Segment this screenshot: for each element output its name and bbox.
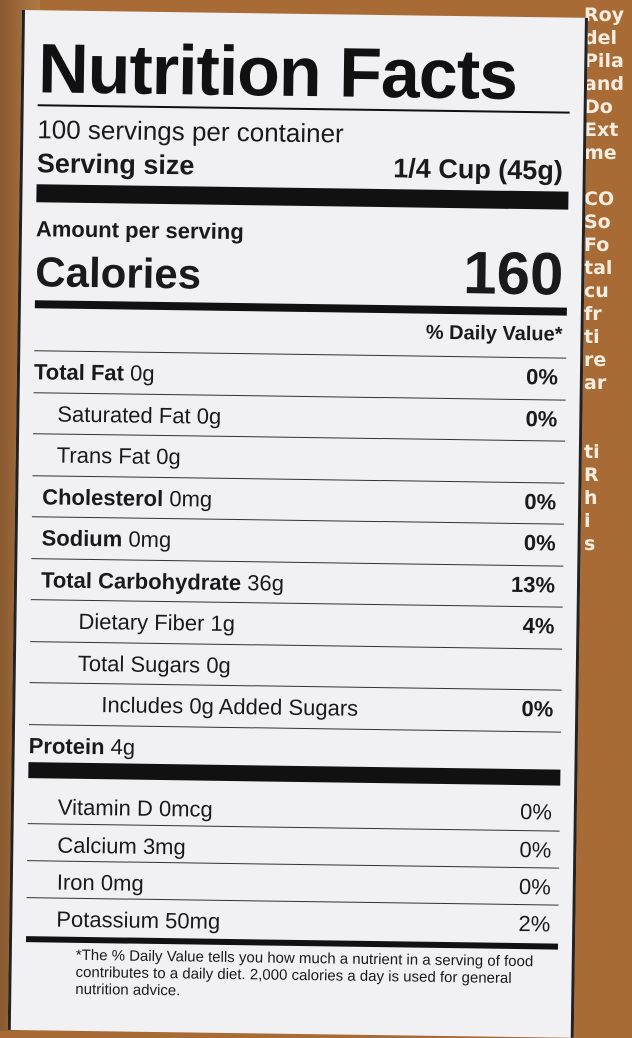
vitamin-name: Calcium: [57, 833, 137, 859]
nutrient-amount: 0mg: [169, 486, 212, 512]
vitamin-name: Vitamin D: [58, 795, 153, 821]
footnote: *The % Daily Value tells you how much a …: [75, 947, 548, 1005]
nutrient-daily-value: 0%: [524, 489, 556, 515]
vitamin-amount: 3mg: [143, 834, 186, 860]
nutrient-name: Trans Fat: [57, 443, 151, 469]
nutrient-row: Trans Fat 0g: [33, 433, 566, 481]
nutrient-daily-value: 0%: [525, 406, 557, 432]
serving-size-label: Serving size: [37, 148, 195, 181]
package-side-text: Roy del Pila and Do Ext me CO So Fo tal …: [584, 4, 632, 556]
nutrient-amount: 0g: [130, 361, 155, 386]
nutrient-amount: 1g: [210, 611, 235, 636]
vitamin-name: Potassium: [56, 907, 159, 933]
nutrient-amount: 0g: [197, 403, 222, 428]
nutrient-name: Includes 0g Added Sugars: [101, 692, 358, 721]
nutrient-row: Total Sugars 0g: [30, 641, 563, 689]
nutrient-daily-value: 13%: [511, 571, 555, 598]
vitamin-daily-value: 0%: [519, 837, 551, 863]
nutrient-row: Cholesterol 0mg 0%: [32, 475, 565, 523]
calories-value: 160: [463, 238, 564, 308]
nutrient-row: Dietary Fiber 1g 4%: [30, 599, 563, 647]
vitamin-daily-value: 0%: [520, 799, 552, 825]
calories-label: Calories: [35, 248, 201, 298]
nutrient-row: Total Carbohydrate 36g 13%: [31, 558, 564, 606]
vitamin-name: Iron: [57, 870, 95, 896]
nutrient-row: Total Fat 0g 0%: [34, 350, 567, 398]
nutrient-name: Total Fat: [34, 359, 124, 385]
nutrient-name: Total Sugars: [78, 650, 201, 677]
nutrient-row: Saturated Fat 0g 0%: [33, 392, 566, 440]
daily-value-header: % Daily Value*: [426, 322, 563, 347]
nutrient-amount: 0g: [156, 444, 181, 469]
vitamin-daily-value: 2%: [518, 911, 550, 937]
nutrient-daily-value: 0%: [524, 530, 556, 556]
nutrient-name: Dietary Fiber: [78, 609, 204, 636]
amount-per-serving: Amount per serving: [36, 216, 244, 245]
nutrient-row: Includes 0g Added Sugars 0%: [29, 682, 562, 730]
nutrient-amount: 36g: [247, 570, 284, 596]
vitamin-amount: 0mg: [101, 870, 144, 896]
nutrient-name: Saturated Fat: [57, 401, 191, 428]
nutrition-facts-label: Nutrition Facts 100 servings per contain…: [8, 10, 588, 1038]
nutrient-amount: 4g: [110, 734, 135, 759]
vitamin-amount: 0mcg: [159, 796, 213, 822]
nutrient-daily-value: 4%: [522, 613, 554, 639]
vitamin-daily-value: 0%: [519, 874, 551, 900]
servings-per-container: 100 servings per container: [37, 114, 344, 149]
nutrient-name: Sodium: [41, 525, 122, 551]
nutrient-daily-value: 0%: [526, 364, 558, 390]
nutrient-name: Cholesterol: [42, 484, 163, 511]
nutrient-amount: 0g: [206, 652, 231, 677]
nutrient-row: Sodium 0mg 0%: [31, 516, 564, 564]
vitamin-amount: 50mg: [165, 908, 220, 934]
nutrient-name: Total Carbohydrate: [41, 567, 241, 595]
label-title: Nutrition Facts: [38, 28, 518, 115]
nutrient-name: Protein: [29, 733, 105, 759]
nutrient-daily-value: 0%: [521, 696, 553, 722]
serving-size-value: 1/4 Cup (45g): [393, 153, 563, 186]
nutrient-amount: 0mg: [128, 527, 171, 553]
